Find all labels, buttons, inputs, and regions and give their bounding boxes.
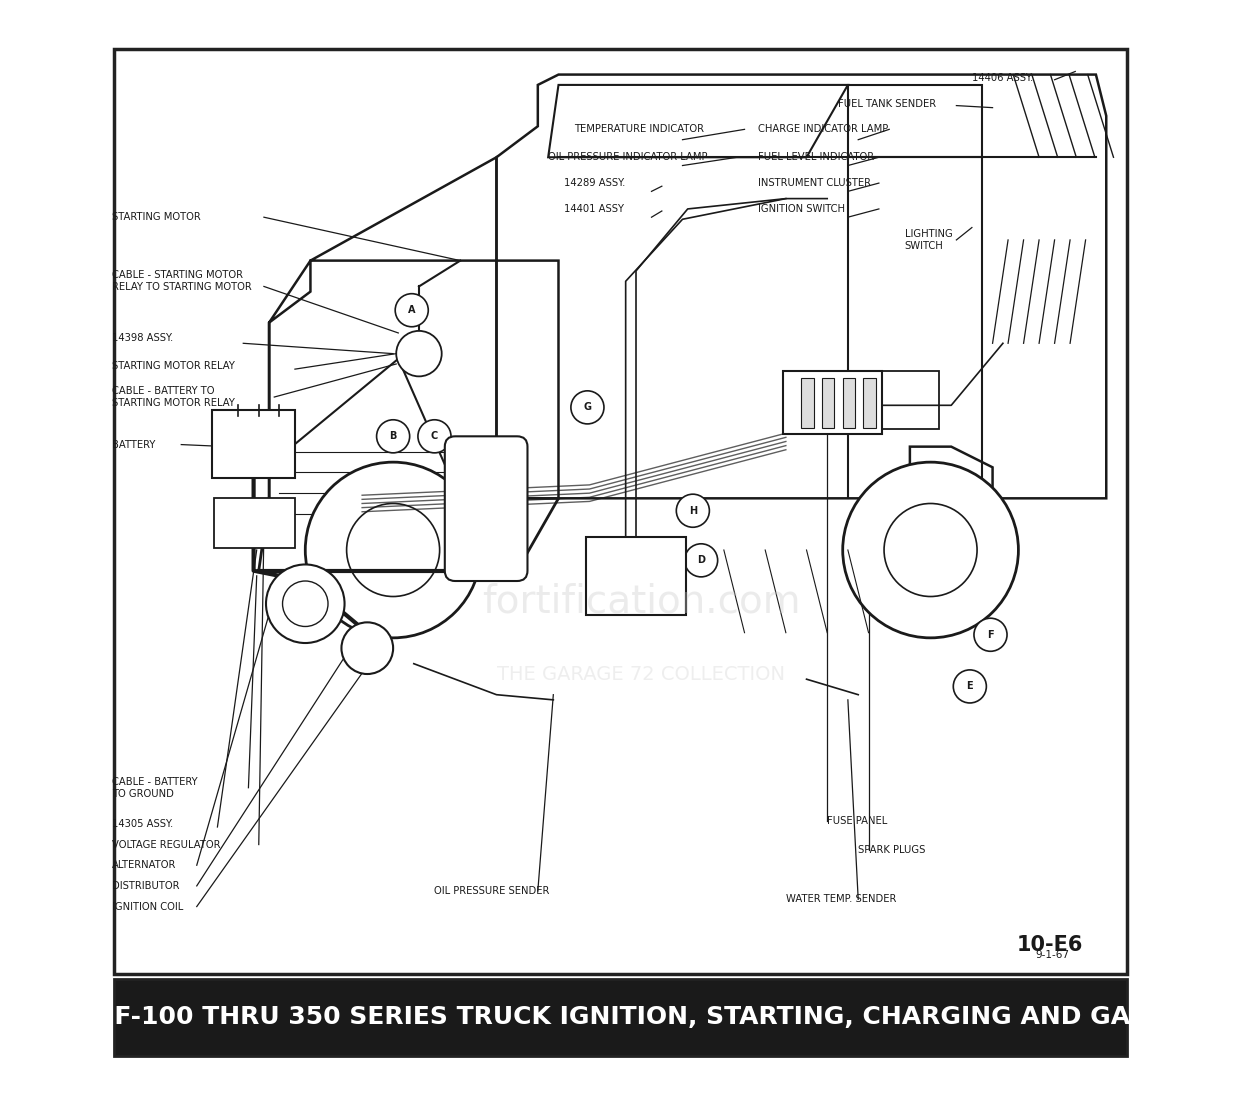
Text: IGNITION SWITCH: IGNITION SWITCH <box>758 204 845 213</box>
Text: E: E <box>967 681 973 692</box>
Text: 14305 ASSY.: 14305 ASSY. <box>112 818 174 829</box>
Text: 14289 ASSY.: 14289 ASSY. <box>563 178 625 188</box>
FancyBboxPatch shape <box>212 410 295 477</box>
Text: 14401 ASSY: 14401 ASSY <box>563 204 624 213</box>
Text: ALTERNATOR: ALTERNATOR <box>112 860 176 870</box>
FancyBboxPatch shape <box>822 378 834 428</box>
Text: BATTERY: BATTERY <box>112 440 155 450</box>
Text: fortification.com: fortification.com <box>482 583 800 620</box>
Text: OIL PRESSURE SENDER: OIL PRESSURE SENDER <box>434 887 550 896</box>
Text: THE GARAGE 72 COLLECTION: THE GARAGE 72 COLLECTION <box>498 664 786 683</box>
Text: 10-E6: 10-E6 <box>1016 935 1082 955</box>
Text: TEMPERATURE INDICATOR: TEMPERATURE INDICATOR <box>575 124 704 134</box>
Text: C: C <box>431 431 438 441</box>
Circle shape <box>843 462 1019 638</box>
Text: VOLTAGE REGULATOR: VOLTAGE REGULATOR <box>112 839 221 849</box>
Text: SPARK PLUGS: SPARK PLUGS <box>859 845 926 855</box>
FancyBboxPatch shape <box>444 437 527 581</box>
Text: B: B <box>390 431 397 441</box>
Text: CABLE - BATTERY TO
STARTING MOTOR RELAY: CABLE - BATTERY TO STARTING MOTOR RELAY <box>112 386 235 408</box>
Circle shape <box>418 420 450 453</box>
Text: FUEL TANK SENDER: FUEL TANK SENDER <box>838 99 936 109</box>
Circle shape <box>571 390 604 424</box>
FancyBboxPatch shape <box>843 378 855 428</box>
Circle shape <box>395 294 428 327</box>
FancyBboxPatch shape <box>587 537 685 615</box>
Text: OIL PRESSURE INDICATOR LAMP: OIL PRESSURE INDICATOR LAMP <box>549 152 707 163</box>
Circle shape <box>283 581 328 627</box>
Text: WATER TEMP. SENDER: WATER TEMP. SENDER <box>786 894 896 904</box>
Text: LIGHTING
SWITCH: LIGHTING SWITCH <box>905 229 953 251</box>
Text: FUSE PANEL: FUSE PANEL <box>828 816 887 826</box>
Text: D: D <box>697 556 705 565</box>
FancyBboxPatch shape <box>114 979 1127 1056</box>
Circle shape <box>396 331 442 376</box>
Text: 9-1-67: 9-1-67 <box>1035 950 1070 960</box>
Text: 14406 ASSY.: 14406 ASSY. <box>972 73 1034 82</box>
Circle shape <box>346 504 439 596</box>
Circle shape <box>974 618 1006 651</box>
Text: CABLE - STARTING MOTOR
RELAY TO STARTING MOTOR: CABLE - STARTING MOTOR RELAY TO STARTING… <box>112 271 252 293</box>
Text: INSTRUMENT CLUSTER: INSTRUMENT CLUSTER <box>758 178 871 188</box>
Text: CABLE - BATTERY
TO GROUND: CABLE - BATTERY TO GROUND <box>112 777 197 799</box>
Circle shape <box>884 504 977 596</box>
Text: G: G <box>583 403 592 412</box>
Circle shape <box>953 670 987 703</box>
FancyBboxPatch shape <box>802 378 814 428</box>
Circle shape <box>685 543 717 576</box>
Circle shape <box>305 462 482 638</box>
Circle shape <box>266 564 345 644</box>
Circle shape <box>341 623 393 674</box>
Text: DISTRIBUTOR: DISTRIBUTOR <box>112 881 180 891</box>
Text: F: F <box>987 629 994 640</box>
FancyBboxPatch shape <box>819 371 939 429</box>
FancyBboxPatch shape <box>864 378 876 428</box>
Circle shape <box>376 420 410 453</box>
Circle shape <box>676 494 710 527</box>
Text: STARTING MOTOR: STARTING MOTOR <box>112 212 201 222</box>
Text: H: H <box>689 506 697 516</box>
FancyBboxPatch shape <box>215 498 295 548</box>
Text: IGNITION COIL: IGNITION COIL <box>112 902 184 912</box>
FancyBboxPatch shape <box>783 371 882 435</box>
Text: A: A <box>408 305 416 316</box>
Text: 1968 F-100 THRU 350 SERIES TRUCK IGNITION, STARTING, CHARGING AND GAUGES: 1968 F-100 THRU 350 SERIES TRUCK IGNITIO… <box>36 1005 1205 1030</box>
Text: STARTING MOTOR RELAY: STARTING MOTOR RELAY <box>112 361 235 371</box>
Text: FUEL LEVEL INDICATOR: FUEL LEVEL INDICATOR <box>758 152 874 163</box>
Text: CHARGE INDICATOR LAMP: CHARGE INDICATOR LAMP <box>758 124 889 134</box>
Text: 14398 ASSY.: 14398 ASSY. <box>112 333 174 343</box>
